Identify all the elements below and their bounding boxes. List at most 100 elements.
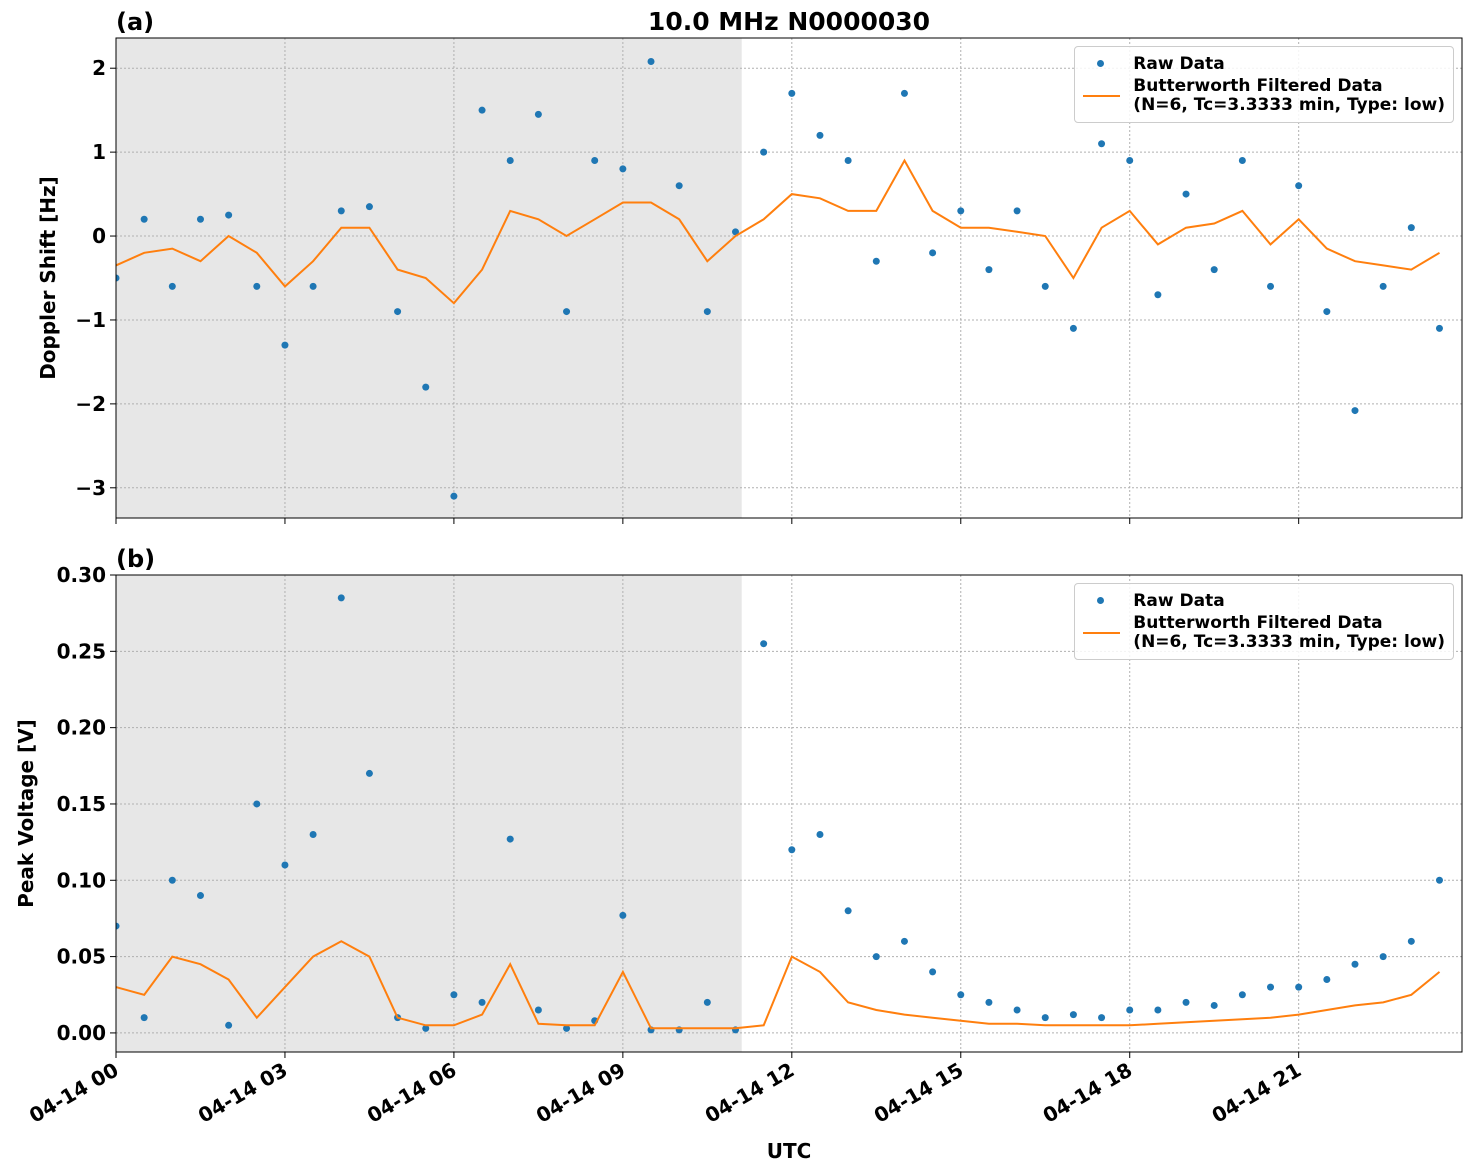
raw-point [168,876,176,884]
legend-sample [1075,86,1133,106]
legend-swatch [1083,632,1121,634]
x-axis-label: UTC [767,1139,812,1163]
axes-frame [115,37,1463,519]
raw-point [253,282,261,290]
raw-point [168,282,176,290]
raw-point [844,157,852,165]
y-tick-label: 2 [92,56,106,80]
raw-point [140,215,148,223]
raw-point [478,106,486,114]
y-axis-label: Peak Voltage [V] [14,719,38,908]
raw-point [760,148,768,156]
night-shade [116,575,742,1052]
raw-point [563,308,571,316]
raw-point [1379,282,1387,290]
raw-point [900,89,908,97]
raw-point [647,57,655,65]
raw-point [534,1006,542,1014]
raw-point [1295,182,1303,190]
x-tick-label: 04-14 00 [25,1058,123,1128]
raw-point [1154,291,1162,299]
raw-point [506,157,514,165]
raw-point [506,835,514,843]
raw-point [816,830,824,838]
raw-point [760,640,768,648]
y-tick-label: −2 [75,392,106,416]
raw-point [731,228,739,236]
raw-point [788,846,796,854]
raw-point [1013,207,1021,215]
raw-point [1351,960,1359,968]
raw-point [1210,1001,1218,1009]
filtered-line [116,940,1441,1030]
legend-label: Butterworth Filtered Data (N=6, Tc=3.333… [1133,613,1445,652]
x-tick-label: 04-14 18 [1039,1058,1137,1128]
raw-point [900,937,908,945]
raw-point [1407,937,1415,945]
raw-point [957,991,965,999]
raw-point [309,830,317,838]
raw-point [844,907,852,915]
raw-point [394,308,402,316]
y-tick-label: 0.15 [57,792,106,816]
raw-point [1379,953,1387,961]
raw-point [1126,1006,1134,1014]
raw-point [422,383,430,391]
y-tick-label: 0.00 [57,1021,106,1045]
raw-point [1154,1006,1162,1014]
y-tick-label: 0.20 [57,716,106,740]
raw-point [365,203,373,211]
y-tick-label: 0 [92,224,106,248]
raw-point [816,131,824,139]
raw-point [1098,140,1106,148]
raw-point [534,110,542,118]
axes-frame [115,574,1463,1053]
raw-point [422,1024,430,1032]
raw-point [1238,157,1246,165]
raw-point [788,89,796,97]
raw-point [337,594,345,602]
filtered-line [116,158,1441,305]
x-tick-label: 04-14 09 [532,1058,630,1128]
raw-point [1407,224,1415,232]
y-axis-label: Doppler Shift [Hz] [36,176,60,380]
raw-point [957,207,965,215]
raw-point [985,998,993,1006]
raw-point [929,249,937,257]
raw-point [1126,157,1134,165]
x-tick-label: 04-14 21 [1208,1058,1306,1128]
raw-point [872,257,880,265]
x-tick-label: 04-14 15 [870,1058,968,1128]
raw-point [1238,991,1246,999]
legend-swatch [1097,60,1105,67]
raw-point [309,282,317,290]
legend-sample [1075,591,1133,611]
raw-point [225,1021,233,1029]
y-tick-label: −1 [75,308,106,332]
raw-point [478,998,486,1006]
raw-point [1182,998,1190,1006]
raw-point [563,1024,571,1032]
raw-point [929,968,937,976]
plot-area [116,594,1443,1034]
legend: Raw Data Butterworth Filtered Data (N=6, … [1074,583,1454,660]
raw-point [619,165,627,173]
raw-point [450,492,458,500]
raw-point [872,953,880,961]
x-tick-label: 04-14 12 [701,1058,799,1128]
legend-entry: Butterworth Filtered Data (N=6, Tc=3.333… [1075,77,1445,115]
raw-point [591,157,599,165]
y-tick-label: 0.10 [57,868,106,892]
raw-point [1041,282,1049,290]
legend-entry: Butterworth Filtered Data (N=6, Tc=3.333… [1075,614,1445,652]
raw-point [619,911,627,919]
raw-point [196,215,204,223]
legend-entry: Raw Data [1075,591,1445,611]
y-tick-label: −3 [75,476,106,500]
legend-sample [1075,623,1133,643]
raw-point [703,998,711,1006]
raw-point [1435,324,1443,332]
raw-point [281,861,289,869]
raw-point [1323,308,1331,316]
